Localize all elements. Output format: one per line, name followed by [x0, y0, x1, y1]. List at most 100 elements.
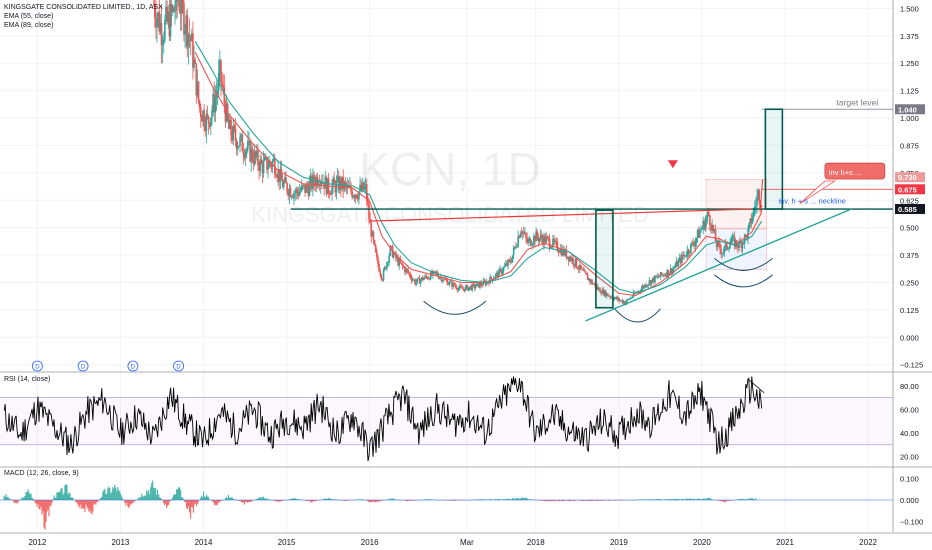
- candle-body: [164, 20, 166, 40]
- inv-hs-callout-text: inv h+s ...: [829, 168, 861, 177]
- candle-body: [711, 224, 713, 230]
- candle-body: [365, 184, 368, 202]
- price-pane[interactable]: target level inv h+s ... inv. h + s ... ne…: [31, 0, 893, 372]
- candle-body: [488, 282, 490, 284]
- macd-bar: [389, 499, 391, 500]
- candle-body: [727, 248, 729, 250]
- macd-bar: [657, 499, 659, 500]
- candle-body: [295, 189, 297, 194]
- macd-bar: [391, 498, 393, 500]
- macd-bar: [670, 499, 672, 500]
- candle-body: [650, 279, 653, 285]
- macd-bar: [117, 487, 119, 500]
- candle-body: [454, 285, 457, 287]
- macd-bar: [27, 489, 29, 500]
- candle-body: [694, 241, 697, 247]
- macd-bar: [120, 494, 122, 500]
- candle-body: [558, 252, 561, 253]
- candle-body: [654, 275, 656, 283]
- candle-body: [240, 134, 242, 138]
- macd-bar: [162, 500, 164, 501]
- candle-body: [585, 273, 588, 275]
- macd-bar: [458, 500, 460, 501]
- macd-bar: [509, 499, 512, 500]
- macd-bar: [114, 484, 116, 500]
- candle-body: [262, 160, 265, 174]
- macd-bar: [543, 500, 546, 502]
- macd-bar: [58, 491, 60, 500]
- macd-bar: [191, 500, 194, 508]
- macd-bar: [214, 500, 217, 505]
- macd-bar: [371, 500, 373, 503]
- candle-body: [665, 274, 667, 277]
- macd-bar: [588, 500, 590, 501]
- x-tick-label: 2014: [195, 538, 213, 547]
- candle-body: [512, 247, 515, 256]
- macd-bar: [311, 500, 313, 503]
- candle-body: [259, 159, 262, 171]
- candle-body: [479, 282, 481, 288]
- candle-body: [285, 177, 287, 184]
- x-tick-label: 2019: [610, 538, 628, 547]
- candle-body: [224, 103, 227, 122]
- macd-bar: [220, 500, 223, 501]
- candle-body: [536, 231, 539, 238]
- candle-body: [564, 249, 567, 256]
- candle-body: [306, 184, 309, 189]
- candle-body: [556, 241, 559, 251]
- macd-bar: [667, 499, 669, 500]
- macd-bar: [751, 498, 753, 500]
- candle-body: [206, 113, 209, 117]
- candle-body: [429, 272, 432, 280]
- macd-bar: [94, 500, 96, 504]
- candle-body: [731, 236, 734, 241]
- candle-body: [270, 164, 273, 167]
- macd-bar: [406, 500, 408, 502]
- macd-bar: [738, 499, 740, 500]
- rsi-tick-label: 40.00: [900, 429, 919, 438]
- candle-body: [272, 158, 275, 161]
- candle-body: [154, 4, 156, 18]
- candle-body: [501, 271, 504, 274]
- macd-bar: [718, 500, 720, 501]
- macd-bar: [522, 498, 525, 500]
- macd-bar: [723, 500, 725, 503]
- dividend-badge: [127, 360, 139, 372]
- macd-bar: [567, 500, 569, 502]
- candle-body: [277, 169, 279, 178]
- candle-body: [247, 141, 249, 149]
- macd-pane[interactable]: [0, 480, 893, 530]
- macd-bar: [347, 500, 349, 501]
- macd-bar: [488, 499, 490, 500]
- macd-bar: [273, 500, 275, 501]
- macd-bar: [278, 500, 280, 503]
- macd-bar: [42, 500, 44, 512]
- candle-body: [420, 277, 423, 280]
- candle-body: [725, 243, 728, 250]
- macd-bar: [226, 498, 229, 500]
- macd-bar: [372, 500, 374, 502]
- macd-bar: [230, 497, 233, 500]
- candle-body: [524, 233, 526, 234]
- macd-bar: [195, 500, 198, 507]
- macd-bar: [79, 500, 81, 509]
- candle-body: [363, 186, 366, 190]
- macd-bar: [313, 500, 315, 501]
- candle-body: [311, 176, 313, 189]
- macd-bar: [375, 500, 377, 503]
- macd-bar: [224, 498, 227, 500]
- macd-bar: [23, 497, 25, 500]
- macd-bar: [262, 496, 264, 500]
- candle-body: [515, 246, 517, 248]
- candle-body: [659, 272, 662, 277]
- candle-body: [168, 11, 171, 37]
- rsi-pane[interactable]: [0, 376, 893, 462]
- macd-bar: [569, 500, 571, 502]
- candle-body: [173, 6, 175, 12]
- candle-body: [415, 282, 417, 285]
- macd-bar: [517, 497, 520, 500]
- macd-bar: [38, 500, 40, 509]
- candle-body: [331, 185, 333, 195]
- candle-body: [505, 263, 507, 266]
